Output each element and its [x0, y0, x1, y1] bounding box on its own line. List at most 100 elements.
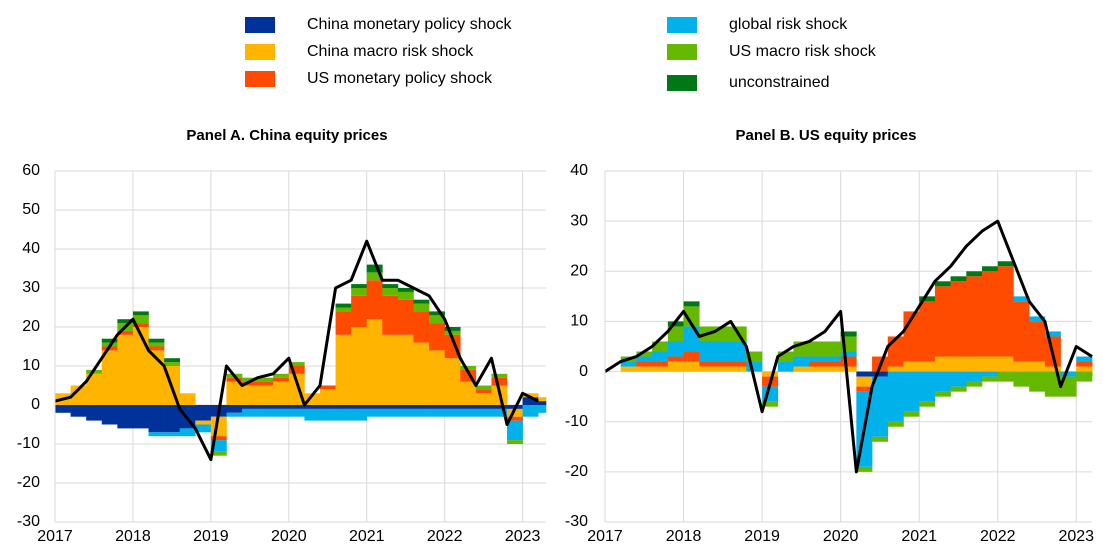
bar-segment: [242, 408, 258, 417]
line: [604, 219, 1093, 474]
bar-segment: [950, 276, 967, 282]
x-tick-label: 2018: [115, 528, 151, 545]
bar-segment: [242, 385, 258, 405]
bar-segment: [444, 330, 461, 335]
bar-segment: [950, 281, 967, 357]
bar-segment: [70, 385, 87, 405]
x-tick-label: 2020: [271, 528, 307, 545]
bar-segment: [966, 271, 983, 277]
bar-segment: [507, 408, 523, 417]
x-tick-label: 2019: [193, 528, 229, 545]
bar-segment: [872, 376, 889, 437]
bar-segment: [1029, 361, 1046, 372]
y-tick-label: 0: [579, 363, 588, 380]
bar-segment: [982, 356, 999, 372]
bar-segment: [195, 405, 212, 421]
bar-segment: [351, 288, 368, 296]
legend-label: global risk shock: [729, 16, 848, 33]
bar-segment: [856, 386, 873, 392]
bar-segment: [460, 381, 477, 405]
bar-segment: [288, 405, 305, 409]
bar-segment: [887, 336, 904, 367]
bar-segment: [148, 338, 165, 343]
bar-segment: [683, 361, 700, 372]
bar-segment: [683, 306, 700, 327]
bar-segment: [351, 327, 368, 405]
bar-segment: [117, 319, 134, 324]
y-tick-label: -20: [565, 463, 588, 480]
bar-segment: [793, 356, 810, 367]
bar-segment: [132, 315, 149, 324]
y-tick-label: 20: [22, 318, 40, 335]
bar-segment: [460, 369, 477, 382]
y-tick-label: 50: [22, 201, 40, 218]
bar-segment: [132, 327, 149, 405]
bar-segment: [429, 323, 445, 351]
bar-segment: [1092, 371, 1093, 377]
bar-segment: [950, 371, 967, 387]
bar-segment: [809, 361, 826, 367]
bar-segment: [242, 381, 258, 386]
bar-segment: [242, 405, 258, 409]
bar-segment: [132, 311, 149, 316]
bar-segment: [273, 408, 290, 417]
y-tick-label: -10: [17, 435, 40, 452]
bar-segment: [444, 408, 461, 417]
bar-segment: [887, 366, 904, 372]
bar-segment: [746, 351, 763, 362]
bar-segment: [1060, 371, 1077, 377]
bar-segment: [460, 366, 477, 370]
y-tick-label: 10: [570, 313, 588, 330]
bar-segment: [475, 408, 492, 417]
bar-segment: [444, 327, 461, 331]
bar-segment: [257, 377, 274, 382]
bar-segment: [730, 361, 747, 367]
bar-segment: [335, 311, 352, 335]
bar-segment: [429, 311, 445, 316]
bar-segment: [397, 405, 414, 409]
bar-segment: [887, 421, 904, 427]
bar-segment: [1044, 366, 1061, 372]
bar-segment: [335, 405, 352, 409]
bar-segment: [538, 405, 547, 413]
bar-segment: [1060, 376, 1077, 397]
bar-segment: [335, 307, 352, 312]
y-tick-label: 10: [22, 357, 40, 374]
bar-segment: [210, 451, 227, 456]
bar-segment: [226, 405, 243, 413]
bar-segment: [840, 366, 857, 372]
bar-segment: [179, 393, 196, 405]
bar-segment: [491, 373, 508, 378]
bar-segment: [319, 389, 336, 405]
bar-segment: [1029, 316, 1046, 322]
bar-segment: [491, 377, 508, 386]
bar-segment: [335, 334, 352, 405]
bar-segment: [319, 385, 336, 390]
y-tick-label: 20: [570, 263, 588, 280]
bar-segment: [667, 341, 684, 357]
bar-segment: [746, 361, 763, 372]
bar-segment: [872, 371, 889, 377]
bar-segment: [101, 338, 118, 343]
bar-segment: [475, 385, 492, 390]
bar-segment: [210, 436, 227, 441]
bar-segment: [793, 366, 810, 372]
bar-segment: [148, 342, 165, 347]
bar-segment: [273, 377, 290, 382]
bar-segment: [242, 377, 258, 382]
bar-segment: [257, 408, 274, 417]
bar-segment: [966, 356, 983, 372]
bar-segment: [522, 405, 539, 417]
bar-segment: [1029, 321, 1046, 362]
bar-segment: [148, 346, 165, 351]
legend-label: US macro risk shock: [729, 43, 877, 60]
bar-segment: [382, 284, 399, 288]
bar-segment: [667, 361, 684, 372]
legend-label: China monetary policy shock: [307, 16, 513, 33]
bar-segment: [824, 341, 841, 357]
bar-segment: [982, 266, 999, 272]
bar-segment: [397, 288, 414, 292]
bar-segment: [1092, 361, 1093, 367]
bar-segment: [730, 366, 747, 372]
